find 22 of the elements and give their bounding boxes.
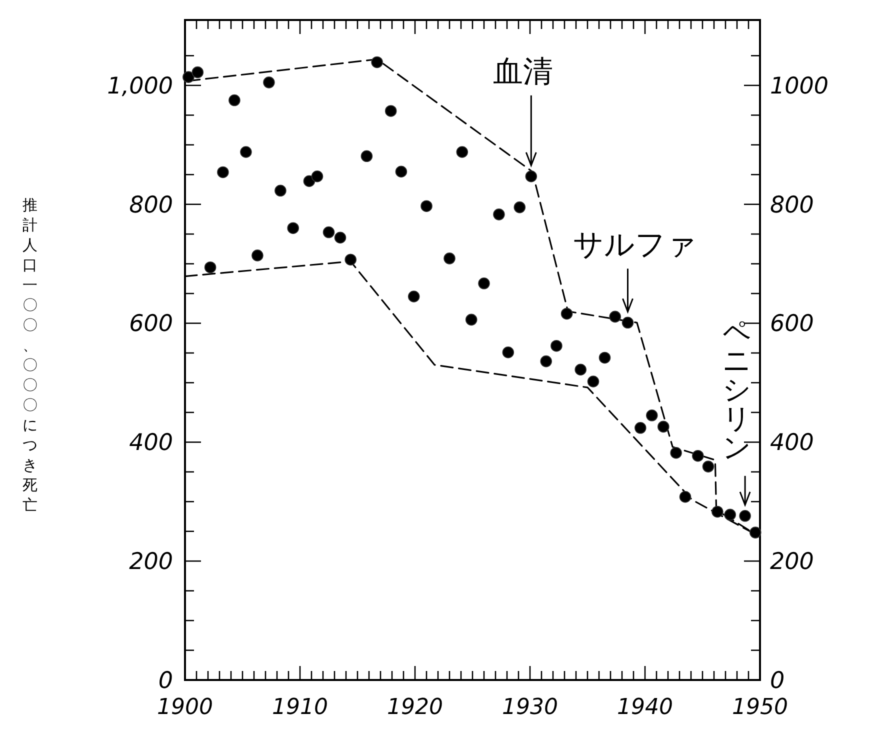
y-tick-label: 600 [129,311,173,338]
x-tick-label: 1920 [387,695,443,720]
y2-tick-label: 600 [770,311,814,338]
x-tick-label: 1940 [617,695,673,720]
x-tick-label: 1900 [157,695,213,720]
annotation: ペニシリン [722,314,752,464]
y2-tick-label: 200 [770,549,814,576]
y-tick-label: 800 [129,192,173,218]
text: 推計人口一〇〇、〇〇〇につき死亡 [22,196,38,514]
x-tick-label: 1950 [732,695,788,720]
y2-tick-label: 1000 [770,73,829,100]
y-tick-label: 0 [158,668,173,694]
y2-tick-label: 0 [770,668,785,694]
y-tick-label: 1,000 [107,73,173,100]
x-tick-label: 1910 [272,695,328,720]
annotation: 血清 [493,54,554,90]
annotation: サルファ [572,228,697,263]
y2-tick-label: 800 [770,192,814,218]
y-tick-label: 200 [129,549,173,576]
y-tick-label: 400 [129,430,173,456]
y2-tick-label: 400 [770,430,814,456]
x-tick-label: 1930 [502,695,558,720]
